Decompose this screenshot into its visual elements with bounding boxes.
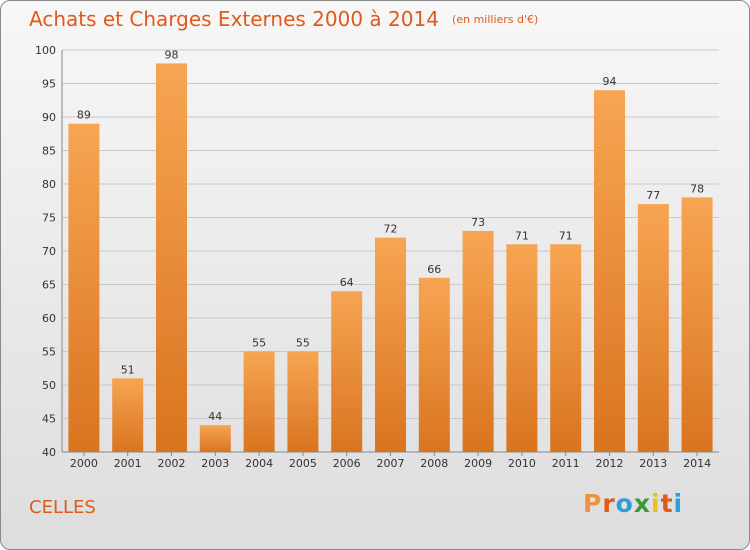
logo-letter: o [615,489,634,518]
x-tick-label: 2001 [114,457,142,470]
chart-subtitle: (en milliers d'€) [452,13,539,26]
data-label-2003: 44 [208,410,222,423]
bar-2011 [550,244,582,452]
data-label-2005: 55 [296,337,310,350]
y-tick-label: 45 [42,413,56,426]
x-tick-label: 2013 [639,457,667,470]
bar-2002 [156,63,187,453]
x-tick-label: 2009 [464,457,492,470]
logo-letter: r [602,489,616,518]
bar-2007 [375,237,406,452]
data-label-2012: 94 [603,75,617,88]
x-tick-label: 2004 [245,457,273,470]
logo-letter: t [660,489,674,518]
data-label-2007: 72 [384,223,398,236]
x-tick-label: 2003 [201,457,229,470]
x-tick-label: 2012 [596,457,624,470]
y-tick-label: 85 [42,145,56,158]
bar-2000 [68,123,100,452]
data-label-2002: 98 [165,48,179,61]
logo-letter: x [633,489,651,518]
chart-title: Achats et Charges Externes 2000 à 2014 [29,7,439,31]
y-tick-label: 50 [42,379,56,392]
logo-letter: i [673,489,684,518]
x-tick-label: 2007 [377,457,405,470]
y-tick-label: 65 [42,279,56,292]
data-label-2011: 71 [559,229,573,242]
data-label-2000: 89 [77,109,91,122]
x-tick-label: 2010 [508,457,536,470]
bar-2005 [287,351,319,452]
data-label-2013: 77 [646,189,660,202]
bar-2001 [112,378,144,452]
x-tick-label: 2000 [70,457,98,470]
y-tick-label: 55 [42,346,56,359]
bar-2008 [418,277,450,452]
data-label-2009: 73 [471,216,485,229]
y-tick-label: 100 [35,44,56,57]
y-tick-label: 40 [42,446,56,459]
bar-2009 [462,230,494,452]
bar-2013 [637,204,669,452]
y-tick-label: 90 [42,111,56,124]
bar-2014 [681,197,713,452]
y-tick-label: 60 [42,312,56,325]
data-label-2010: 71 [515,229,529,242]
data-label-2004: 55 [252,337,266,350]
data-label-2006: 64 [340,276,354,289]
data-label-2008: 66 [427,263,441,276]
commune-name: CELLES [29,497,96,518]
x-tick-label: 2002 [158,457,186,470]
bar-2003 [199,425,231,452]
y-tick-label: 95 [42,78,56,91]
x-tick-label: 2008 [420,457,448,470]
x-tick-label: 2005 [289,457,317,470]
y-tick-label: 70 [42,245,56,258]
x-tick-label: 2014 [683,457,711,470]
x-tick-label: 2006 [333,457,361,470]
proxiti-logo[interactable]: Proxiti [583,489,683,518]
bar-2012 [594,90,625,452]
logo-letter: i [651,489,661,518]
bar-2004 [243,351,275,452]
bar-2010 [506,244,538,452]
logo-letter: P [583,489,603,518]
y-tick-label: 75 [42,212,56,225]
data-label-2014: 78 [690,182,704,195]
y-tick-label: 80 [42,178,56,191]
x-tick-label: 2011 [552,457,580,470]
bar-2006 [331,291,363,452]
data-label-2001: 51 [121,363,135,376]
title-row: Achats et Charges Externes 2000 à 2014 (… [29,7,538,31]
